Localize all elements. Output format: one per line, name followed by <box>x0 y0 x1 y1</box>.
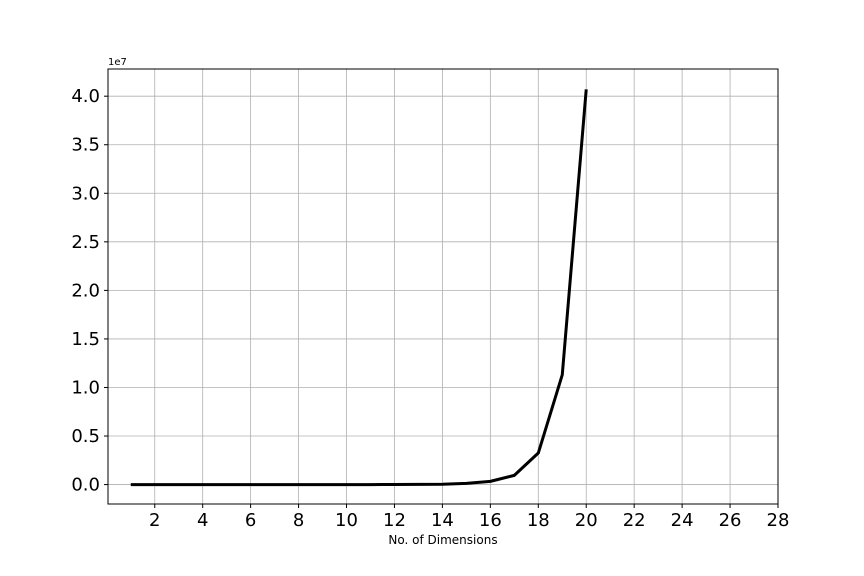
x-tick-label: 16 <box>479 510 502 531</box>
x-tick-label: 18 <box>527 510 550 531</box>
y-tick-label: 3.5 <box>71 135 100 156</box>
x-tick-label: 10 <box>335 510 358 531</box>
x-axis-label: No. of Dimensions <box>388 533 497 547</box>
y-tick-label: 3.0 <box>71 183 100 204</box>
y-offset-label: 1e7 <box>108 57 127 68</box>
x-tick-label: 26 <box>719 510 742 531</box>
x-tick-label: 24 <box>671 510 694 531</box>
x-tick-label: 8 <box>293 510 304 531</box>
x-tick-label: 20 <box>575 510 598 531</box>
y-tick-label: 1.0 <box>71 377 100 398</box>
x-tick-label: 12 <box>383 510 406 531</box>
x-tick-label: 22 <box>623 510 646 531</box>
grid <box>108 69 779 504</box>
y-tick-label: 2.5 <box>71 232 100 253</box>
x-tick-label: 4 <box>197 510 208 531</box>
y-tick-label: 0.0 <box>71 475 100 496</box>
x-tick-label: 28 <box>767 510 790 531</box>
axes-frame <box>107 68 779 505</box>
y-tick-label: 0.5 <box>71 426 100 447</box>
x-tick-label: 6 <box>245 510 256 531</box>
y-tick-label: 4.0 <box>71 86 100 107</box>
series-line <box>130 89 588 487</box>
x-tick-label: 2 <box>149 510 160 531</box>
y-tick-label: 2.0 <box>71 280 100 301</box>
axis-ticks: 2 4 6 8 10 12 14 16 18 20 22 24 26 280.00.51.01.52.02… <box>71 86 789 531</box>
y-tick-label: 1.5 <box>71 329 100 350</box>
plot-area <box>130 89 588 487</box>
x-tick-label: 14 <box>431 510 454 531</box>
